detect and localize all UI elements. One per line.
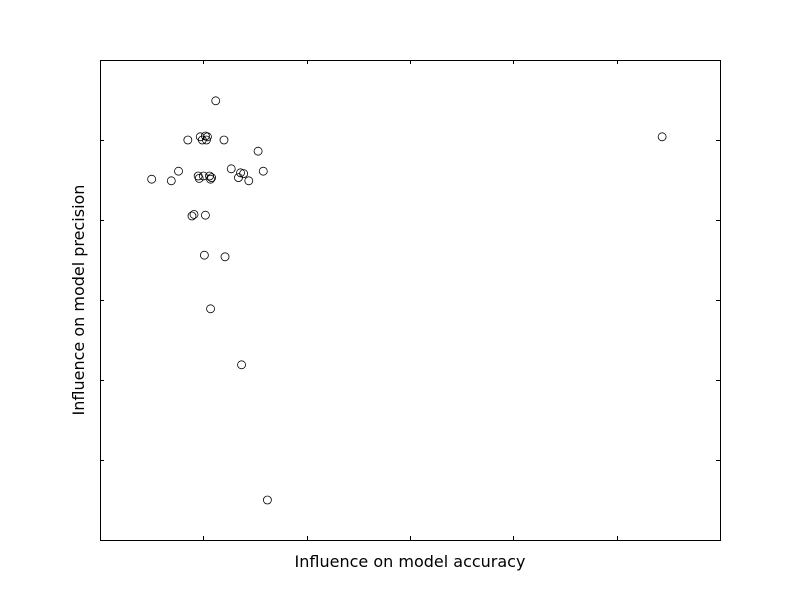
data-point — [197, 135, 207, 145]
data-point — [202, 135, 211, 145]
axis-ticks — [100, 60, 720, 540]
data-point — [187, 211, 197, 221]
data-point — [174, 166, 183, 176]
data-point — [183, 135, 193, 145]
data-point — [237, 360, 246, 370]
data-point — [253, 146, 263, 156]
data-point — [189, 209, 199, 219]
data-point — [239, 169, 249, 179]
x-axis-label: Influence on model accuracy — [295, 552, 526, 571]
data-point — [226, 164, 236, 174]
data-point — [198, 171, 208, 181]
data-point — [657, 132, 667, 142]
data-point — [194, 173, 204, 183]
data-points — [147, 96, 667, 505]
data-point — [220, 252, 230, 262]
data-point — [147, 174, 157, 184]
data-point — [236, 168, 245, 178]
data-point — [234, 173, 243, 183]
data-point — [262, 495, 272, 505]
data-point — [258, 166, 268, 176]
data-point — [211, 96, 221, 106]
data-point — [244, 176, 254, 186]
data-point — [166, 176, 176, 186]
plot-frame — [100, 60, 721, 541]
data-point — [219, 135, 229, 145]
data-point — [200, 210, 210, 220]
data-point — [206, 174, 215, 184]
data-point — [199, 250, 209, 260]
y-axis-label: Influence on model precision — [69, 185, 88, 416]
data-point — [206, 304, 215, 314]
data-point — [207, 173, 217, 183]
